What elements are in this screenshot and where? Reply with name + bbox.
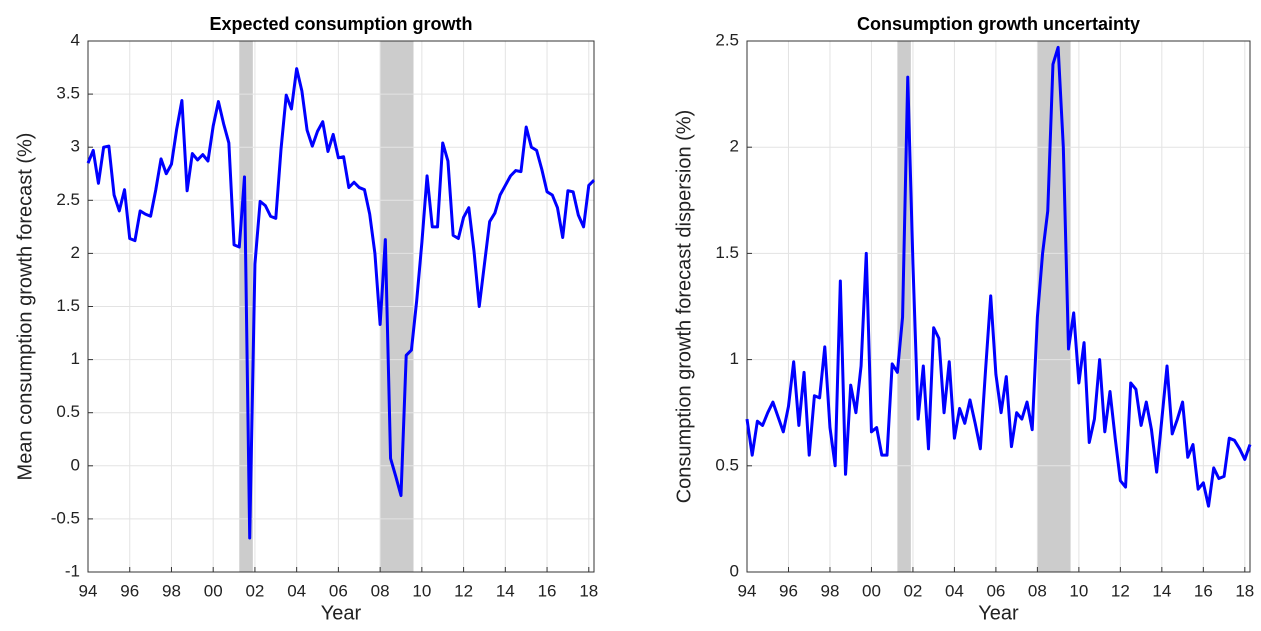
- x-tick-label: 02: [903, 581, 922, 600]
- y-axis-label: Consumption growth forecast dispersion (…: [673, 110, 695, 504]
- x-tick-label: 10: [1069, 581, 1088, 600]
- data-line: [745, 45, 1252, 508]
- axes-box: [746, 40, 1251, 573]
- y-tick-label: 0: [71, 455, 80, 474]
- y-axis-label: Mean consumption growth forecast (%): [14, 133, 36, 481]
- x-tick-label: 18: [1235, 581, 1254, 600]
- x-tick-label: 96: [120, 581, 139, 600]
- x-tick-label: 00: [862, 581, 881, 600]
- data-line: [86, 67, 596, 540]
- x-tick-label: 06: [986, 581, 1005, 600]
- x-tick-label: 98: [162, 581, 181, 600]
- chart-title: Expected consumption growth: [209, 14, 472, 34]
- x-tick-label: 16: [538, 581, 557, 600]
- y-tick-label: 1: [71, 349, 80, 368]
- x-tick-label: 14: [1152, 581, 1171, 600]
- chart-title: Consumption growth uncertainty: [857, 14, 1140, 34]
- x-tick-label: 12: [1111, 581, 1130, 600]
- y-tick-label: 0: [730, 561, 739, 580]
- y-tick-label: 1: [730, 349, 739, 368]
- y-tick-label: 3.5: [56, 84, 80, 103]
- x-tick-label: 12: [454, 581, 473, 600]
- x-tick-label: 94: [738, 581, 757, 600]
- x-tick-label: 98: [821, 581, 840, 600]
- y-tick-label: 3: [71, 137, 80, 156]
- y-tick-label: 4: [71, 30, 80, 49]
- x-tick-label: 04: [945, 581, 964, 600]
- axes-box: [87, 40, 595, 573]
- x-tick-label: 14: [496, 581, 515, 600]
- x-tick-label: 94: [79, 581, 98, 600]
- y-tick-label: 2.5: [56, 190, 80, 209]
- x-tick-label: 18: [579, 581, 598, 600]
- y-tick-label: -1: [65, 561, 80, 580]
- x-tick-label: 10: [412, 581, 431, 600]
- x-tick-label: 00: [204, 581, 223, 600]
- x-tick-label: 08: [1028, 581, 1047, 600]
- x-tick-label: 08: [371, 581, 390, 600]
- y-tick-label: -0.5: [51, 508, 80, 527]
- x-tick-label: 96: [779, 581, 798, 600]
- y-tick-label: 2: [730, 137, 739, 156]
- y-tick-label: 2: [71, 243, 80, 262]
- x-tick-label: 04: [287, 581, 306, 600]
- x-axis-label: Year: [321, 602, 362, 624]
- y-tick-label: 2.5: [715, 30, 739, 49]
- x-tick-label: 02: [245, 581, 264, 600]
- x-tick-label: 06: [329, 581, 348, 600]
- y-tick-label: 1.5: [715, 243, 739, 262]
- y-tick-label: 1.5: [56, 296, 80, 315]
- recession-shade: [1037, 41, 1071, 572]
- y-tick-label: 0.5: [56, 402, 80, 421]
- x-axis-label: Year: [978, 602, 1019, 624]
- x-tick-label: 16: [1194, 581, 1213, 600]
- y-tick-label: 0.5: [715, 455, 739, 474]
